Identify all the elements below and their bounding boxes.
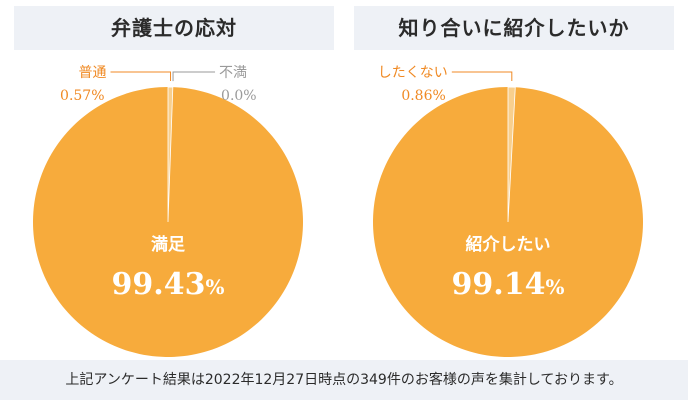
chart-title: 知り合いに紹介したいか [354, 6, 674, 50]
chart-title: 弁護士の応対 [14, 6, 334, 50]
pie-chart-staff-response: 満足 99.43% 普通 0.57% 不満 0.0% [32, 65, 303, 357]
callout-value-2: 0.0% [221, 88, 257, 104]
main-slice-label: 満足 [151, 234, 185, 255]
callout-value-1: 0.86% [401, 88, 445, 104]
main-slice-value: 99.14% [452, 267, 565, 302]
callout-label-1: 普通 [79, 65, 107, 81]
callout-label-2: 不満 [219, 65, 247, 81]
callout-label-1: したくない [378, 65, 448, 81]
pie-chart-referral: 紹介したい 99.14% したくない 0.86% [373, 65, 643, 357]
callout-line-1 [110, 71, 172, 82]
pie-slice-1 [507, 86, 516, 223]
callout-line-1 [451, 71, 513, 82]
main-slice-label: 紹介したい [466, 234, 551, 255]
chart-panel-staff-response: 弁護士の応対 満足 99.43% 普通 0.57% 不満 0.0% [14, 0, 334, 360]
chart-panel-referral: 知り合いに紹介したいか 紹介したい 99.14% したくない 0.86% [354, 0, 674, 360]
main-slice-value: 99.43% [112, 267, 225, 302]
survey-footnote: 上記アンケート結果は2022年12月27日時点の349件のお客様の声を集計してお… [0, 360, 688, 400]
callout-line-2 [172, 71, 216, 82]
callout-value-1: 0.57% [60, 88, 104, 104]
pie-slice-1 [167, 86, 174, 223]
